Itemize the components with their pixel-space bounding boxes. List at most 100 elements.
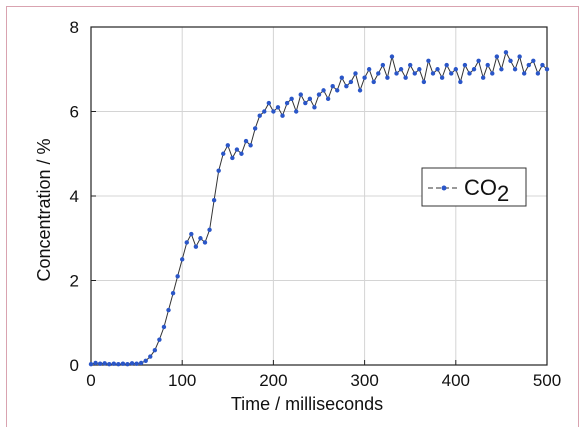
data-point: [175, 274, 180, 279]
series-layer: [88, 50, 550, 367]
data-point: [243, 138, 249, 144]
data-point: [435, 67, 440, 72]
data-point: [417, 67, 422, 72]
data-point: [102, 361, 107, 366]
data-point: [503, 50, 509, 55]
data-point: [330, 83, 335, 89]
data-point: [462, 62, 468, 68]
data-point: [385, 75, 390, 80]
data-point: [353, 71, 358, 76]
data-point: [512, 67, 518, 72]
data-point: [216, 168, 221, 173]
data-point: [225, 143, 230, 148]
data-point: [157, 337, 162, 342]
data-point: [134, 361, 139, 366]
data-point: [344, 83, 349, 89]
data-point: [189, 231, 194, 237]
data-point: [202, 240, 208, 245]
data-point: [476, 58, 481, 63]
x-tick-label: 400: [442, 371, 470, 390]
data-point: [294, 109, 299, 114]
data-point: [490, 71, 495, 76]
data-point: [111, 361, 117, 366]
legend-marker: [441, 185, 447, 191]
data-point: [312, 105, 317, 110]
data-point: [184, 240, 189, 245]
data-point: [138, 360, 144, 366]
legend: CO2: [421, 167, 527, 207]
x-tick-label: 500: [533, 371, 561, 390]
legend-label-main: CO: [464, 175, 497, 200]
data-point: [494, 54, 500, 59]
data-point: [421, 79, 427, 85]
data-point: [540, 62, 545, 68]
data-point: [430, 71, 436, 76]
data-point: [371, 79, 376, 85]
y-axis-label: Concentration / %: [34, 138, 54, 281]
data-point: [380, 62, 386, 68]
data-point: [239, 151, 244, 156]
data-point: [449, 71, 454, 76]
data-point: [230, 155, 235, 161]
axes-layer: 0 100 200 300 400 500 0 2 4 6 8 Time / milliseconds…: [34, 18, 561, 414]
data-point: [198, 236, 203, 241]
data-point: [444, 62, 449, 68]
y-tick-label: 0: [70, 356, 79, 375]
data-point: [348, 79, 354, 85]
data-point: [88, 361, 94, 367]
y-tick-label: 8: [70, 18, 79, 37]
x-tick-label: 0: [86, 371, 95, 390]
data-point: [280, 113, 285, 118]
data-point: [394, 71, 399, 76]
data-point: [517, 54, 522, 59]
data-point: [544, 67, 550, 72]
data-point: [467, 71, 472, 76]
data-point: [357, 88, 363, 93]
data-point: [125, 361, 130, 367]
data-point: [316, 92, 322, 97]
data-point: [143, 358, 148, 363]
data-point: [403, 75, 408, 80]
data-point: [166, 307, 171, 313]
data-point: [107, 361, 112, 367]
y-tick-label: 2: [70, 272, 79, 291]
legend-label-subscript: 2: [497, 181, 509, 206]
data-point: [321, 88, 326, 93]
data-point: [97, 361, 103, 366]
data-point: [531, 58, 536, 63]
legend-box: [421, 167, 527, 207]
data-point: [453, 67, 458, 72]
x-tick-label: 300: [350, 371, 378, 390]
data-point: [266, 100, 272, 106]
data-point: [148, 354, 153, 359]
x-axis-label: Time / milliseconds: [231, 394, 383, 414]
data-point: [362, 75, 367, 80]
data-point: [412, 71, 417, 76]
data-point: [458, 79, 463, 85]
data-point: [248, 143, 253, 148]
data-point: [339, 75, 344, 80]
data-point: [129, 361, 135, 366]
data-point: [284, 100, 290, 106]
data-point: [120, 361, 126, 366]
series-line-co2: [90, 50, 548, 365]
data-point: [439, 75, 445, 80]
data-point: [471, 67, 477, 72]
data-point: [262, 109, 267, 114]
data-point: [211, 198, 217, 203]
data-point: [275, 105, 281, 110]
data-point: [170, 290, 176, 296]
data-point: [298, 92, 303, 97]
data-point: [325, 96, 331, 102]
data-point: [257, 113, 262, 118]
x-tick-label: 200: [259, 371, 287, 390]
x-tick-label: 100: [168, 371, 196, 390]
data-point: [207, 227, 212, 232]
data-point: [522, 71, 527, 76]
data-point: [485, 62, 490, 68]
data-point: [307, 96, 313, 102]
data-point: [389, 54, 395, 59]
y-tick-label: 6: [70, 103, 79, 122]
data-point: [480, 75, 486, 80]
